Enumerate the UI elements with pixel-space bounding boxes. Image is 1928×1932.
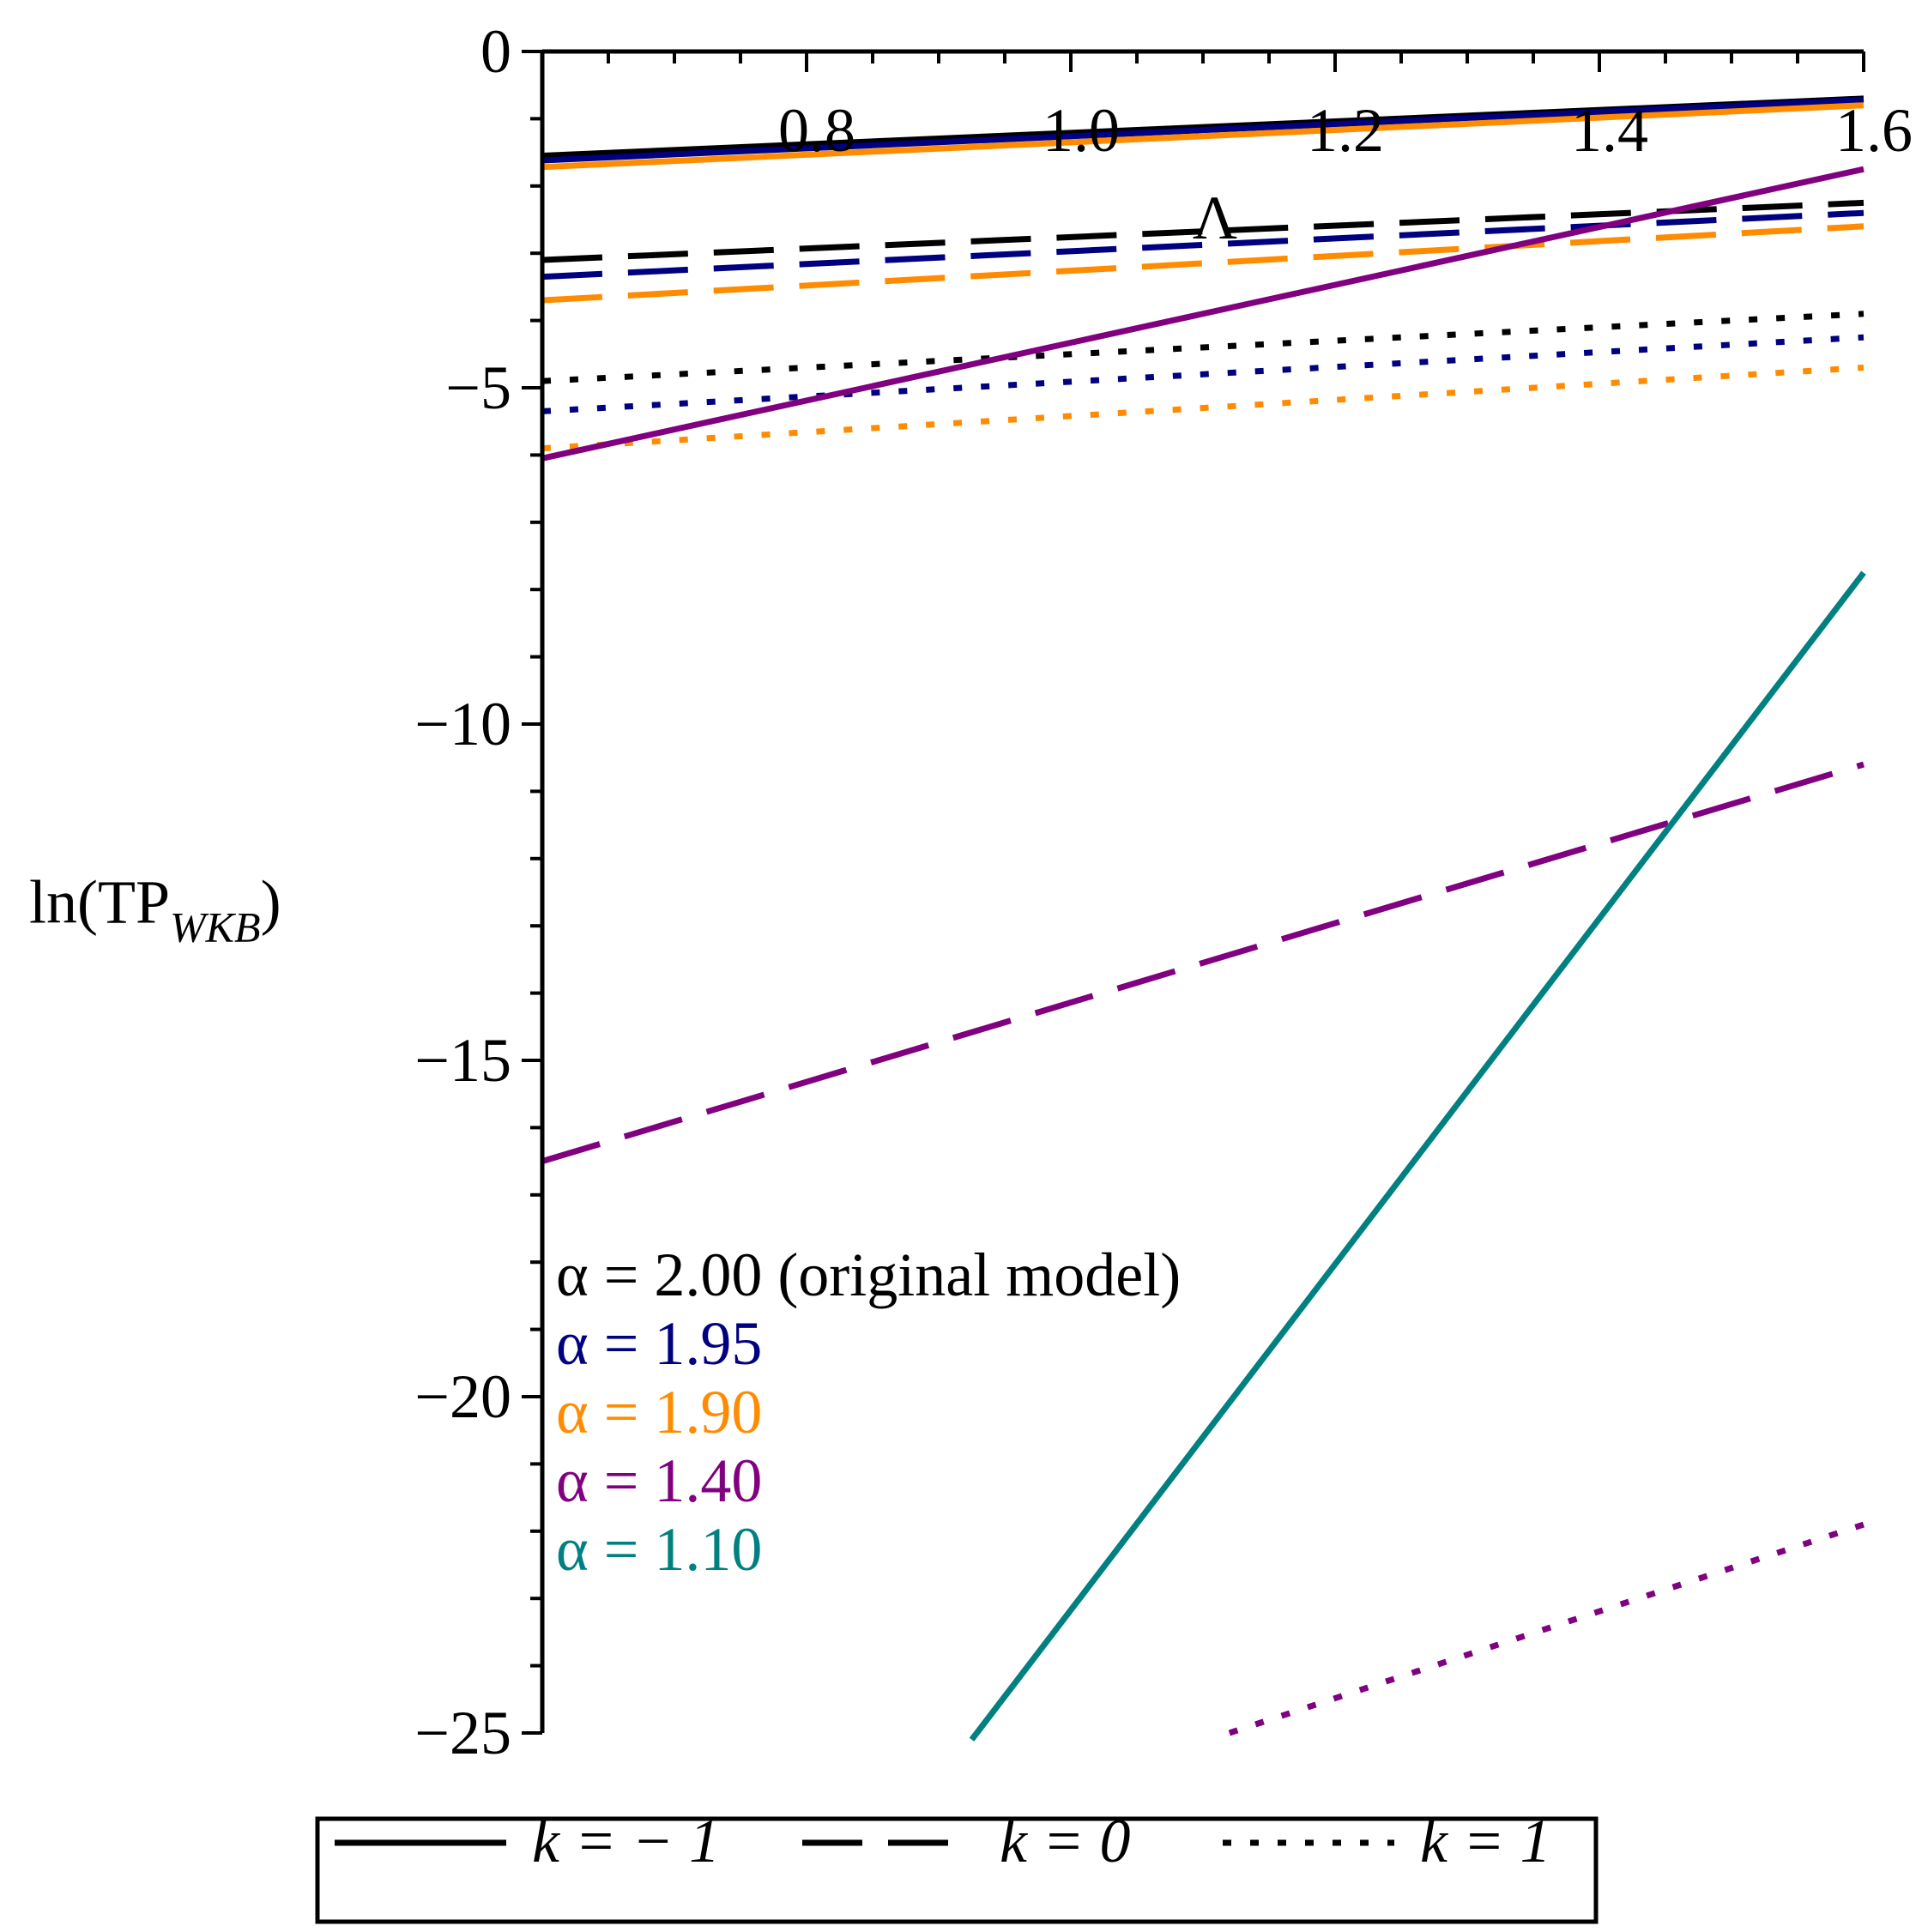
- y-tick-label: −10: [414, 690, 511, 758]
- series-line-9: [542, 166, 1865, 462]
- legend-box: [315, 1816, 1599, 1924]
- series-line-3: [542, 199, 1865, 263]
- y-tick-label: −25: [414, 1699, 511, 1767]
- legend: k = − 1 k = 0 k = 1: [315, 1807, 1599, 1924]
- x-tick-label: 1.2: [1307, 96, 1384, 165]
- alpha-annotations: α = 2.00 (original model)α = 1.95α = 1.9…: [556, 1241, 1181, 1584]
- series-line-10: [542, 761, 1865, 1164]
- y-axis-label-main: ln(TP: [29, 868, 170, 937]
- alpha-annotation-4: α = 1.10: [556, 1515, 762, 1584]
- legend-label-dashed: k = 0: [1000, 1807, 1131, 1875]
- series-line-4: [542, 209, 1865, 281]
- alpha-annotation-2: α = 1.90: [556, 1378, 762, 1446]
- y-tick-label: −5: [445, 353, 511, 422]
- y-ticks: 0 −5 −10 −15 −20 −25: [414, 17, 542, 1767]
- legend-label-solid: k = − 1: [532, 1807, 720, 1875]
- series-line-1: [542, 96, 1865, 164]
- plot-lines: [542, 95, 1866, 1742]
- alpha-annotation-3: α = 1.40: [556, 1446, 762, 1515]
- x-ticks: 0.8 1.0 1.2 1.4 1.6: [541, 51, 1913, 165]
- legend-entries: k = − 1 k = 0 k = 1: [335, 1807, 1551, 1875]
- series-line-12: [969, 571, 1866, 1742]
- y-tick-label: 0: [480, 17, 511, 86]
- y-tick-label: −15: [414, 1026, 511, 1095]
- series-line-7: [542, 334, 1865, 414]
- series-line-11: [1228, 1521, 1865, 1736]
- y-axis-label: ln(TPWKB): [29, 868, 281, 951]
- alpha-annotation-0: α = 2.00 (original model): [556, 1241, 1181, 1309]
- y-tick-label: −20: [414, 1362, 511, 1431]
- y-axis-label-close: ): [261, 868, 281, 937]
- legend-label-dotted: k = 1: [1420, 1807, 1551, 1875]
- x-tick-label: 0.8: [778, 96, 855, 165]
- axes: 0 −5 −10 −15 −20 −25 0.8 1.0 1.2 1.4 1.6: [414, 17, 1913, 1767]
- x-tick-label: 1.4: [1571, 96, 1648, 165]
- x-tick-label: 1.6: [1835, 96, 1913, 165]
- series-line-5: [542, 223, 1865, 304]
- y-axis-label-subscript: WKB: [170, 903, 261, 951]
- series-line-6: [542, 311, 1865, 384]
- x-tick-label: 1.0: [1043, 96, 1120, 165]
- alpha-annotation-1: α = 1.95: [556, 1309, 762, 1378]
- x-axis-label: Λ: [1193, 184, 1237, 252]
- series-line-2: [542, 102, 1865, 171]
- series-line-8: [542, 365, 1865, 452]
